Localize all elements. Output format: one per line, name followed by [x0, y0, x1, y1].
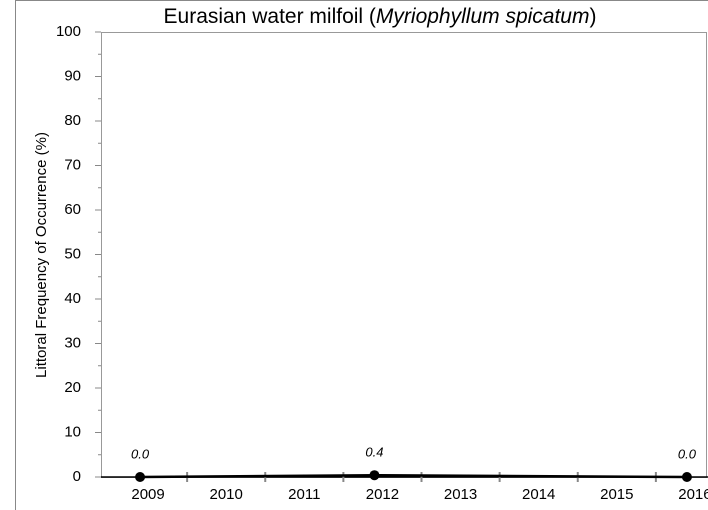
y-tick-label: 40: [64, 290, 81, 307]
y-axis-label: Littoral Frequency of Occurrence (%): [33, 132, 50, 378]
y-tick-label: 100: [56, 23, 81, 40]
y-tick-label: 80: [64, 112, 81, 129]
y-tick-label: 50: [64, 245, 81, 262]
title-part: Eurasian water milfoil (: [164, 5, 376, 28]
plot-frame: [101, 32, 707, 478]
x-tick-label: 2016: [678, 486, 708, 503]
x-tick-label: 2014: [522, 486, 555, 503]
title-part: Myriophyllum spicatum: [376, 5, 590, 28]
y-tick-label: 60: [64, 201, 81, 218]
chart-title: Eurasian water milfoil (Myriophyllum spi…: [164, 5, 597, 28]
x-tick-label: 2015: [600, 486, 633, 503]
y-tick-label: 70: [64, 156, 81, 173]
x-tick-label: 2011: [288, 486, 320, 503]
y-tick-label: 20: [64, 379, 81, 396]
data-point: [135, 472, 146, 482]
data-point: [369, 470, 380, 481]
y-tick-label: 30: [64, 334, 81, 351]
y-tick-label: 10: [64, 423, 81, 440]
x-tick-label: 2013: [444, 486, 477, 503]
data-point: [681, 472, 692, 482]
y-tick-label: 0: [73, 468, 81, 485]
title-part: ): [589, 5, 596, 28]
x-tick-label: 2012: [366, 486, 399, 503]
y-tick-label: 90: [64, 67, 81, 84]
data-label: 0.0: [131, 446, 150, 461]
x-tick-label: 2009: [131, 486, 164, 503]
x-tick-label: 2010: [210, 486, 243, 503]
data-label: 0.0: [678, 446, 697, 461]
data-label: 0.4: [365, 445, 383, 460]
